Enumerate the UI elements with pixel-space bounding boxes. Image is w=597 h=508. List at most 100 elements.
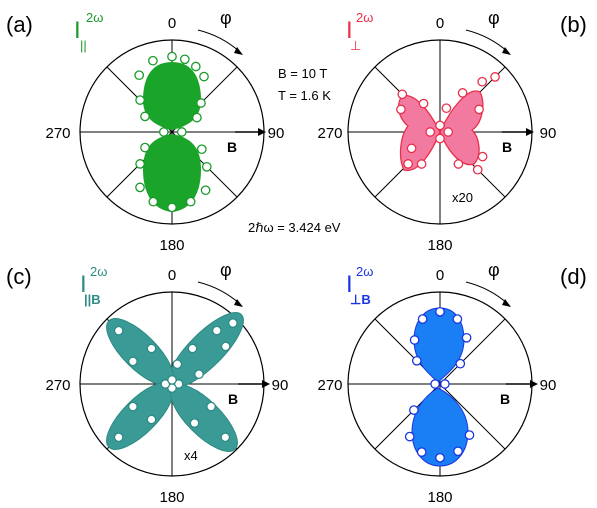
panel-a-spoke-diag2	[106, 66, 238, 198]
panel-d-data-point-11	[430, 379, 440, 389]
panel-b-data-point-9	[435, 133, 445, 144]
panel-c-data-point-3	[228, 318, 238, 328]
panel-b-phi-arrowhead	[502, 47, 511, 55]
panel-d-phi-label: φ	[488, 260, 500, 280]
panel-d-phi-arrowhead	[502, 299, 511, 307]
panel-b-angle-0: 0	[436, 15, 444, 32]
panel-b-data-point-0	[441, 103, 452, 114]
panel-a-data-point-13	[135, 182, 145, 193]
panel-d-b-label: B	[500, 391, 510, 407]
panel-c-subscript: ||B	[84, 292, 101, 307]
panel-d-subscript: ⊥B	[350, 292, 371, 307]
panel-b-b-label: B	[502, 139, 512, 155]
panel-c-data-point-12	[113, 432, 124, 443]
panel-b-data-point-6	[477, 151, 488, 162]
panel-c-data-point-9	[189, 418, 200, 428]
panel-d-data-point-12	[411, 355, 422, 366]
panel-a-data-point-8	[201, 161, 212, 172]
panel-b-data-point-5	[443, 127, 454, 137]
panel-d-angle-270: 270	[317, 377, 342, 394]
panel-b-superscript: 2ω	[356, 10, 373, 25]
panel-a-phi-arrow	[197, 29, 241, 53]
panel-c-b-arrowhead	[262, 380, 270, 388]
panel-c-phi-arrowhead	[234, 299, 243, 307]
panel-d-data-point-13	[409, 335, 420, 345]
panel-c-b-label: B	[228, 391, 238, 407]
panel-b-phi-arrow	[465, 29, 509, 53]
panel-a-data-point-15	[140, 142, 150, 153]
panel-a-data-point-12	[148, 196, 159, 207]
panel-c-points	[113, 318, 238, 443]
panel-c-lobes	[106, 312, 244, 452]
panel-d-data-point-9	[404, 431, 415, 442]
panel-a-angle-90: 90	[268, 125, 285, 142]
panel-b-b-arrowhead	[526, 128, 534, 136]
panel-a-data-point-6	[176, 127, 187, 137]
panel-c-data-point-16	[113, 325, 124, 336]
panel-a-data-point-0	[167, 51, 177, 62]
panel-a-data-point-14	[135, 159, 145, 169]
panel-c-phi-arrow	[197, 281, 241, 305]
panel-a-data-point-19	[134, 70, 145, 81]
panel-d-data-point-14	[417, 314, 428, 324]
panel-a-phi-arrowhead	[234, 47, 243, 55]
panel-b-points	[396, 72, 500, 175]
panel-b-quantity: I	[346, 17, 353, 44]
panel-c-superscript: 2ω	[90, 264, 107, 279]
panel-a-lobe-top	[143, 62, 201, 130]
panel-b: B x20 0 90 180 270 φ (b) I 2ω ⊥	[317, 8, 586, 254]
panel-d-data-point-3	[455, 358, 466, 369]
panel-c-angle-90: 90	[272, 377, 289, 394]
panel-c-multiplier: x4	[184, 448, 198, 463]
panel-c-angle-180: 180	[159, 489, 184, 506]
panel-d-b-arrowhead	[530, 380, 538, 388]
panel-a-data-point-17	[140, 111, 150, 122]
panel-d-data-point-6	[453, 446, 463, 457]
panel-b-data-point-11	[403, 159, 413, 169]
panel-a-angle-180: 180	[159, 237, 184, 254]
panel-c-data-point-4	[220, 341, 231, 352]
panel-a-data-point-3	[199, 71, 209, 82]
panel-a-data-point-5	[192, 112, 202, 123]
panel-d-superscript: 2ω	[356, 264, 373, 279]
photon-energy-note: 2ℏω = 3.424 eV	[248, 220, 341, 235]
panel-a-data-point-1	[179, 54, 190, 65]
panel-d-angle-0: 0	[436, 267, 444, 284]
panel-b-data-point-14	[396, 104, 406, 115]
panel-b-subscript: ⊥	[350, 38, 361, 53]
panel-a-data-point-7	[196, 144, 207, 155]
panel-d-angle-90: 90	[540, 377, 557, 394]
panel-b-data-point-3	[490, 72, 500, 82]
panel-b-angle-180: 180	[427, 237, 452, 254]
panel-b-data-point-4	[474, 104, 484, 115]
panel-c-data-point-17	[146, 343, 157, 354]
panel-a-data-point-2	[190, 61, 201, 72]
temperature-note: T = 1.6 K	[278, 88, 331, 103]
panel-d: B 0 90 180 270 φ (d) I 2ω ⊥B	[317, 260, 586, 506]
panel-d-data-point-4	[440, 379, 450, 389]
panel-d-label: (d)	[560, 264, 587, 289]
panel-c-data-point-11	[146, 414, 157, 425]
panel-d-data-point-5	[464, 430, 475, 440]
panel-b-data-point-12	[406, 143, 417, 154]
panel-c-angle-0: 0	[168, 267, 176, 284]
panel-c: B x4 0 90 180 270 φ (c) I 2ω ||B	[6, 260, 288, 506]
panel-d-data-point-2	[461, 332, 472, 343]
panel-a: B 0 90 180 270 φ (a) I 2ω ||	[6, 8, 284, 254]
panel-c-data-point-13	[128, 401, 138, 412]
panel-b-multiplier: x20	[452, 190, 473, 205]
panel-b-phi-label: φ	[488, 8, 500, 28]
panel-a-quantity: I	[74, 17, 81, 44]
panel-d-spoke-diag2	[374, 318, 506, 450]
panel-c-data-point-7	[206, 401, 216, 412]
panel-d-data-point-0	[435, 306, 445, 317]
panel-a-data-point-10	[185, 196, 196, 207]
panel-d-data-point-10	[409, 405, 419, 415]
panel-b-data-point-10	[416, 159, 427, 169]
panel-d-quantity: I	[346, 271, 353, 298]
field-strength-note: B = 10 T	[278, 66, 327, 81]
panel-b-data-point-7	[472, 164, 483, 175]
panel-b-data-point-17	[435, 120, 445, 131]
panel-a-b-arrowhead	[258, 128, 266, 136]
